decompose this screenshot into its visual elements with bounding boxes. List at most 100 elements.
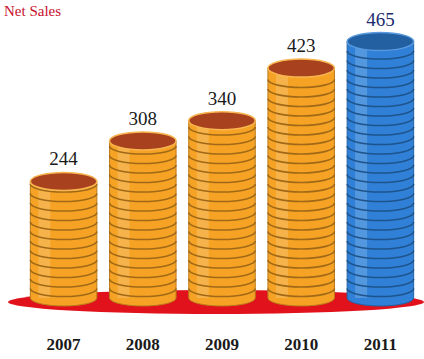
coin-ridge bbox=[110, 270, 177, 278]
coin-ridge bbox=[268, 251, 335, 259]
coin-top bbox=[30, 172, 97, 190]
coin-ridge bbox=[347, 146, 414, 154]
coin-top bbox=[347, 33, 414, 51]
coin-ridge bbox=[347, 108, 414, 116]
coin-ridge bbox=[110, 241, 177, 249]
coin-ridge bbox=[347, 51, 414, 59]
coin-stack bbox=[189, 112, 256, 306]
coin-ridge bbox=[268, 118, 335, 126]
data-label: 340 bbox=[208, 88, 237, 109]
coin-ridge bbox=[347, 241, 414, 249]
coin-ridge bbox=[189, 146, 256, 154]
coin-stack bbox=[110, 132, 177, 306]
coin-ridge bbox=[110, 175, 177, 183]
bar bbox=[268, 68, 335, 306]
coin-ridge bbox=[347, 260, 414, 268]
coin-top bbox=[189, 112, 256, 130]
coin-ridge bbox=[30, 232, 97, 240]
coin-top bbox=[110, 132, 177, 150]
coin-ridge bbox=[189, 175, 256, 183]
coin-ridge bbox=[110, 289, 177, 297]
title: Net Sales bbox=[4, 3, 61, 19]
coin-ridge bbox=[347, 213, 414, 221]
coin-ridge bbox=[347, 232, 414, 240]
coin-ridge bbox=[110, 222, 177, 230]
category-label: 2008 bbox=[126, 335, 160, 354]
coin-ridge bbox=[268, 156, 335, 164]
coin-ridge bbox=[110, 156, 177, 164]
coin-highlight bbox=[276, 68, 288, 298]
coin-ridge bbox=[189, 194, 256, 202]
coin-ridge bbox=[30, 203, 97, 211]
coin-ridge bbox=[347, 156, 414, 164]
coin-top bbox=[268, 59, 335, 77]
coin-ridge bbox=[189, 270, 256, 278]
coin-ridge bbox=[110, 203, 177, 211]
coin-ridge bbox=[189, 232, 256, 240]
coin-ridge bbox=[110, 251, 177, 259]
coin-ridge bbox=[347, 61, 414, 69]
coin-ridge bbox=[268, 213, 335, 221]
coin-ridge bbox=[30, 241, 97, 249]
bar bbox=[110, 141, 177, 306]
coin-ridge bbox=[347, 137, 414, 145]
coin-ridge bbox=[189, 137, 256, 145]
category-label: 2009 bbox=[205, 335, 239, 354]
coin-ridge bbox=[189, 289, 256, 297]
data-label: 423 bbox=[287, 35, 316, 56]
coin-ridge bbox=[110, 184, 177, 192]
coin-ridge bbox=[110, 232, 177, 240]
coin-ridge bbox=[110, 194, 177, 202]
coin-ridge bbox=[347, 279, 414, 287]
coin-ridge bbox=[347, 194, 414, 202]
data-label: 244 bbox=[49, 148, 78, 169]
coin-ridge bbox=[347, 222, 414, 230]
coin-ridge bbox=[347, 270, 414, 278]
coin-ridge bbox=[30, 289, 97, 297]
coin-ridge bbox=[268, 127, 335, 135]
coin-ridge bbox=[110, 279, 177, 287]
coin-ridge bbox=[268, 279, 335, 287]
coin-ridge bbox=[268, 108, 335, 116]
coin-ridge bbox=[189, 203, 256, 211]
coin-ridge bbox=[30, 279, 97, 287]
coin-ridge bbox=[347, 184, 414, 192]
coin-ridge bbox=[268, 241, 335, 249]
coin-ridge bbox=[347, 251, 414, 259]
coin-ridge bbox=[347, 127, 414, 135]
coin-ridge bbox=[268, 146, 335, 154]
coin-ridge bbox=[268, 289, 335, 297]
coin-ridge bbox=[347, 175, 414, 183]
coin-stack bbox=[347, 33, 414, 307]
chart: Net Sales2442007308200834020094232010465… bbox=[0, 0, 424, 359]
coin-ridge bbox=[268, 232, 335, 240]
coin-ridge bbox=[189, 251, 256, 259]
coin-ridge bbox=[189, 156, 256, 164]
category-label: 2011 bbox=[364, 335, 397, 354]
coin-ridge bbox=[30, 270, 97, 278]
coin-ridge bbox=[30, 222, 97, 230]
bars bbox=[30, 33, 413, 307]
coin-ridge bbox=[268, 80, 335, 88]
coin-ridge bbox=[110, 165, 177, 173]
coin-ridge bbox=[30, 260, 97, 268]
coin-ridge bbox=[347, 289, 414, 297]
coin-ridge bbox=[347, 203, 414, 211]
coin-ridge bbox=[268, 184, 335, 192]
coin-ridge bbox=[189, 279, 256, 287]
data-label: 465 bbox=[366, 9, 395, 30]
data-label: 308 bbox=[129, 108, 158, 129]
coin-ridge bbox=[268, 260, 335, 268]
coin-ridge bbox=[268, 165, 335, 173]
coin-ridge bbox=[110, 260, 177, 268]
coin-ridge bbox=[189, 241, 256, 249]
coin-stack bbox=[268, 59, 335, 306]
coin-ridge bbox=[268, 89, 335, 97]
labels: 24420073082008340200942320104652011 bbox=[47, 9, 397, 355]
coin-ridge bbox=[347, 80, 414, 88]
coin-ridge bbox=[189, 213, 256, 221]
coin-ridge bbox=[268, 203, 335, 211]
coin-ridge bbox=[347, 99, 414, 107]
coin-ridge bbox=[268, 99, 335, 107]
coin-ridge bbox=[30, 194, 97, 202]
